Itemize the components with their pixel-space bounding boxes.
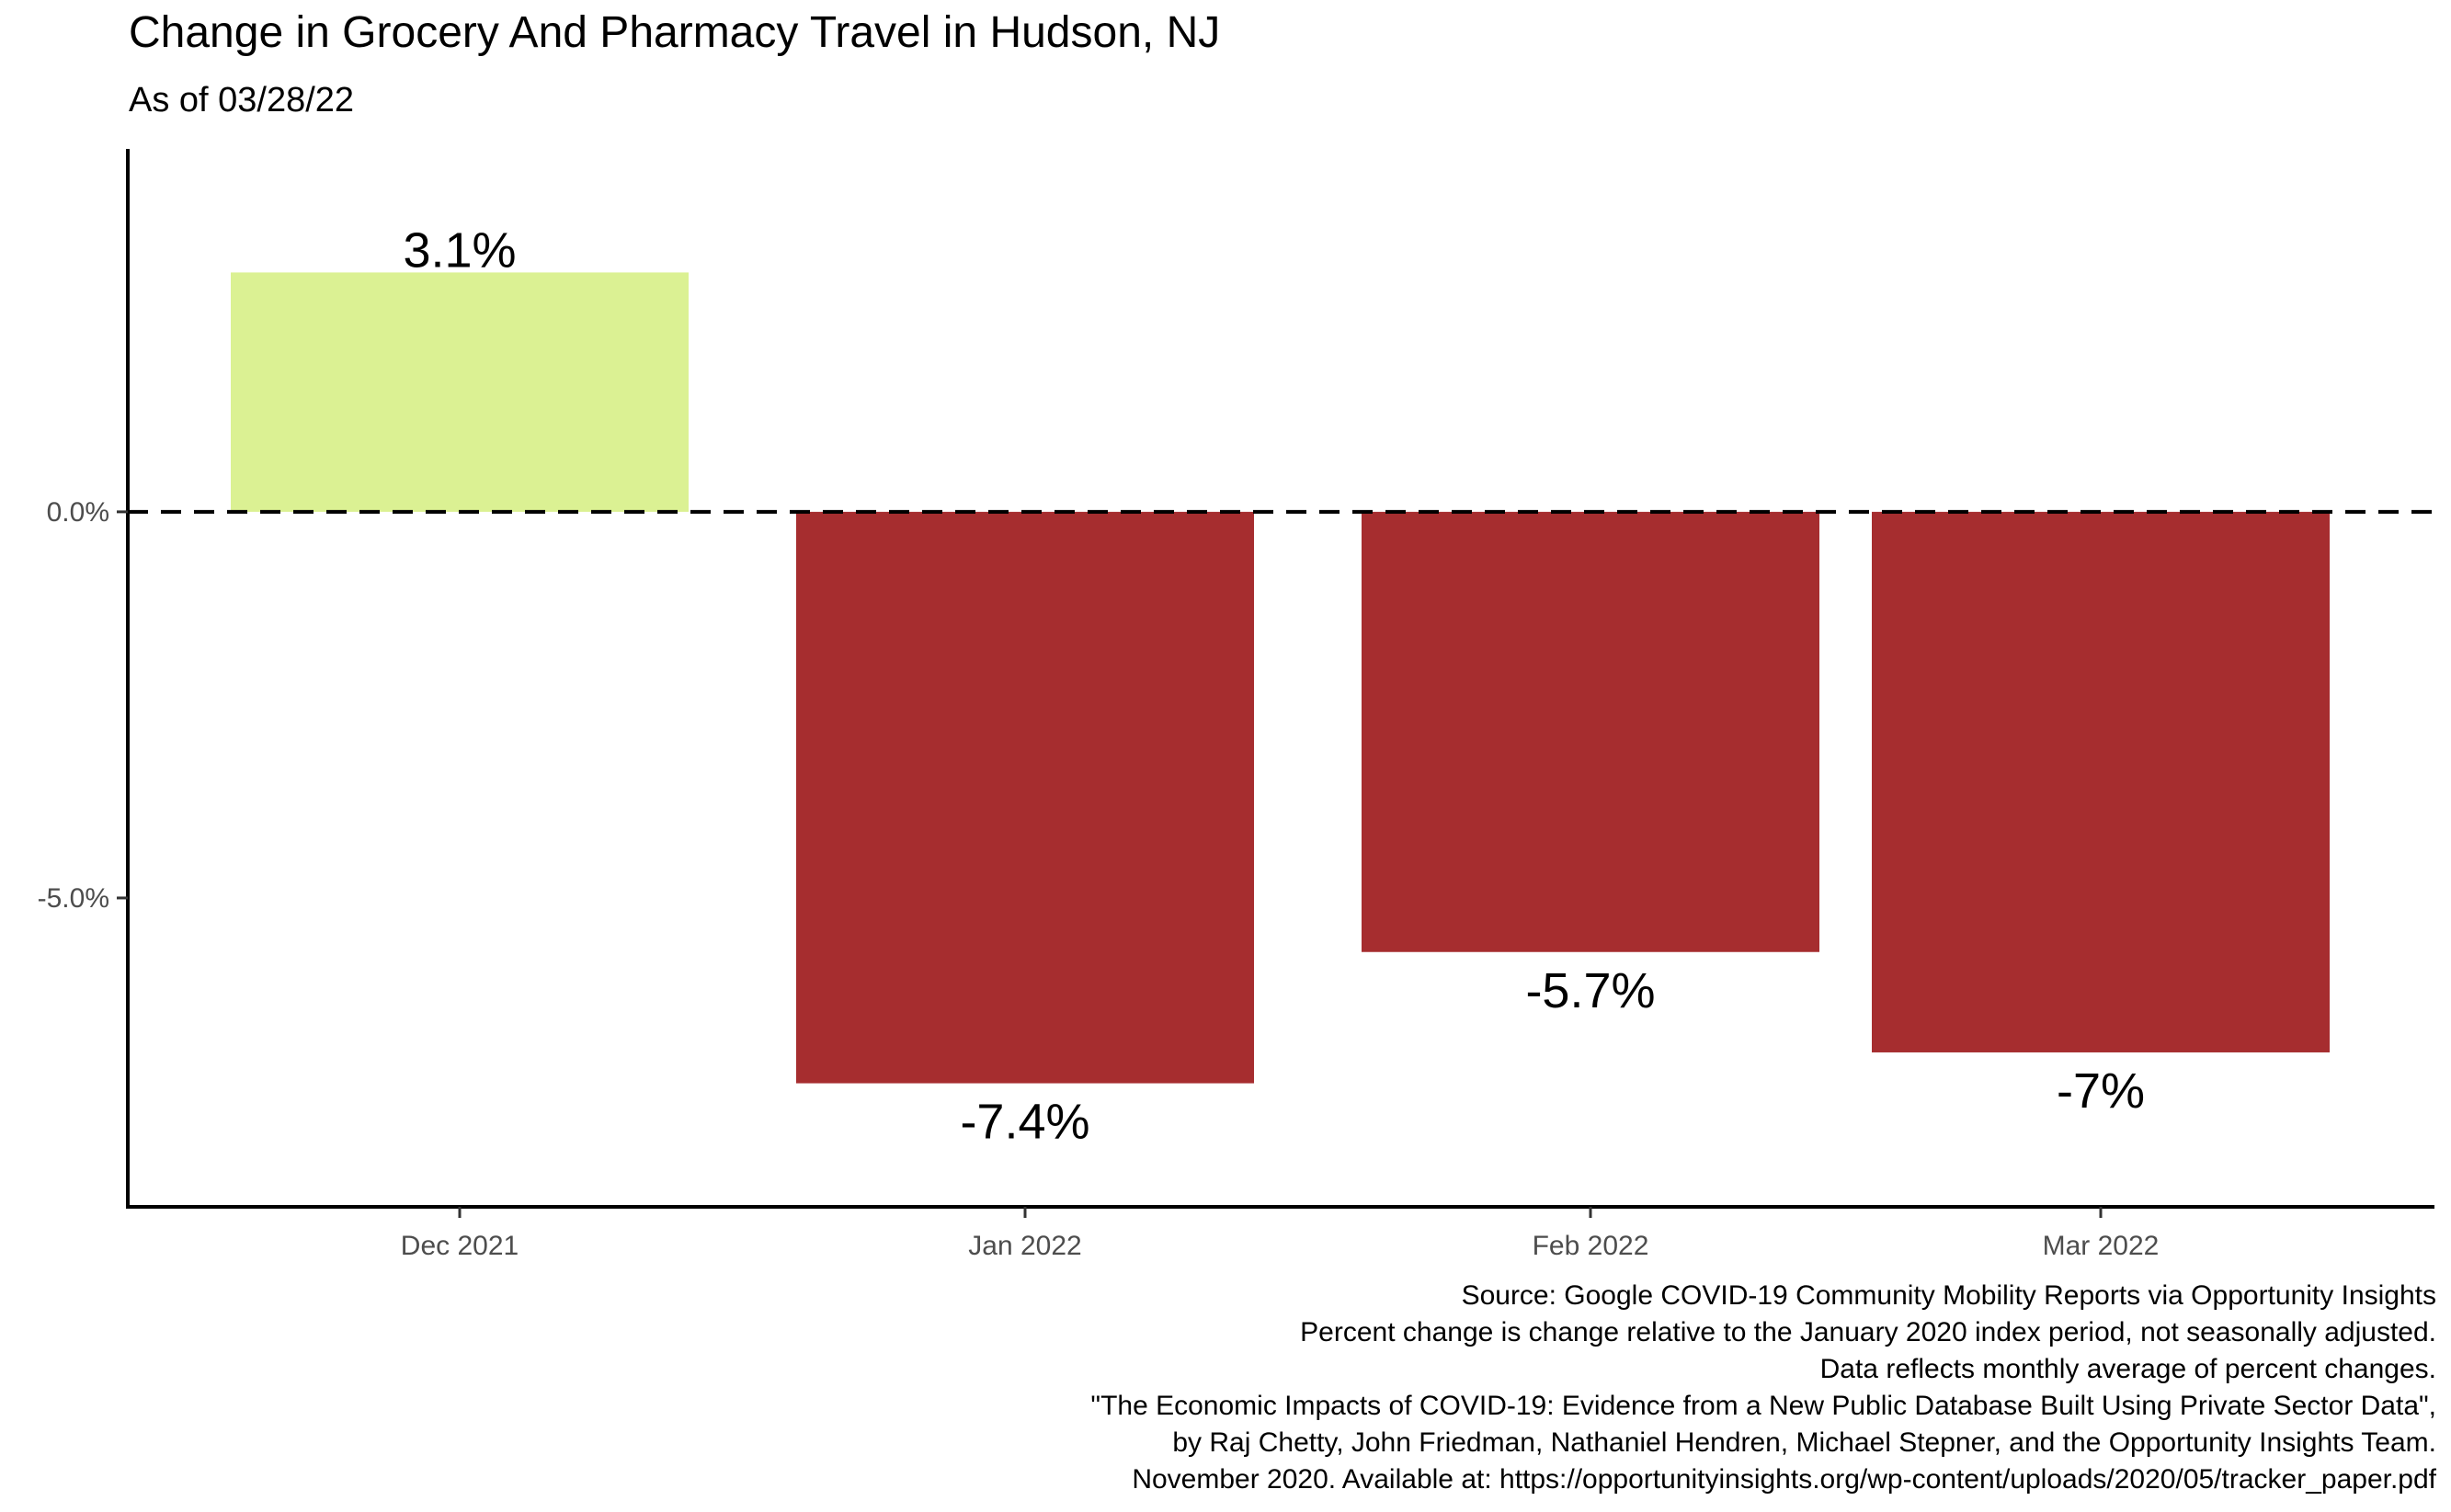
- x-axis-ticks: Dec 2021 Jan 2022 Feb 2022 Mar 2022: [401, 1207, 2160, 1261]
- data-label: -7%: [2057, 1063, 2145, 1119]
- chart-title: Change in Grocery And Pharmacy Travel in…: [129, 8, 1221, 57]
- caption-line: "The Economic Impacts of COVID-19: Evide…: [1090, 1391, 2436, 1421]
- chart-caption: Source: Google COVID-19 Community Mobili…: [1090, 1278, 2436, 1498]
- data-labels-group: 3.1% -7.4% -5.7% -7%: [403, 222, 2145, 1149]
- bars-group: [231, 272, 2330, 1084]
- x-tick-label: Mar 2022: [2043, 1231, 2160, 1261]
- y-tick-label: -5.0%: [38, 883, 109, 914]
- x-tick-label: Feb 2022: [1533, 1231, 1649, 1261]
- x-tick-label: Jan 2022: [968, 1231, 1081, 1261]
- caption-line: Percent change is change relative to the…: [1300, 1317, 2436, 1347]
- bar-dec-2021: [231, 272, 689, 512]
- bar-feb-2022: [1362, 511, 1819, 952]
- data-label: -5.7%: [1525, 963, 1655, 1018]
- y-axis-ticks: 0.0% -5.0%: [38, 497, 128, 914]
- data-label: 3.1%: [403, 222, 516, 278]
- chart-subtitle: As of 03/28/22: [129, 81, 355, 119]
- caption-line: November 2020. Available at: https://opp…: [1132, 1464, 2436, 1495]
- caption-line: by Raj Chetty, John Friedman, Nathaniel …: [1172, 1427, 2436, 1458]
- bar-mar-2022: [1872, 511, 2330, 1052]
- y-tick-label: 0.0%: [47, 497, 109, 528]
- caption-line: Source: Google COVID-19 Community Mobili…: [1461, 1280, 2436, 1311]
- x-tick-label: Dec 2021: [401, 1231, 519, 1261]
- data-label: -7.4%: [960, 1095, 1089, 1150]
- caption-line: Data reflects monthly average of percent…: [1819, 1354, 2436, 1384]
- bar-jan-2022: [796, 511, 1254, 1084]
